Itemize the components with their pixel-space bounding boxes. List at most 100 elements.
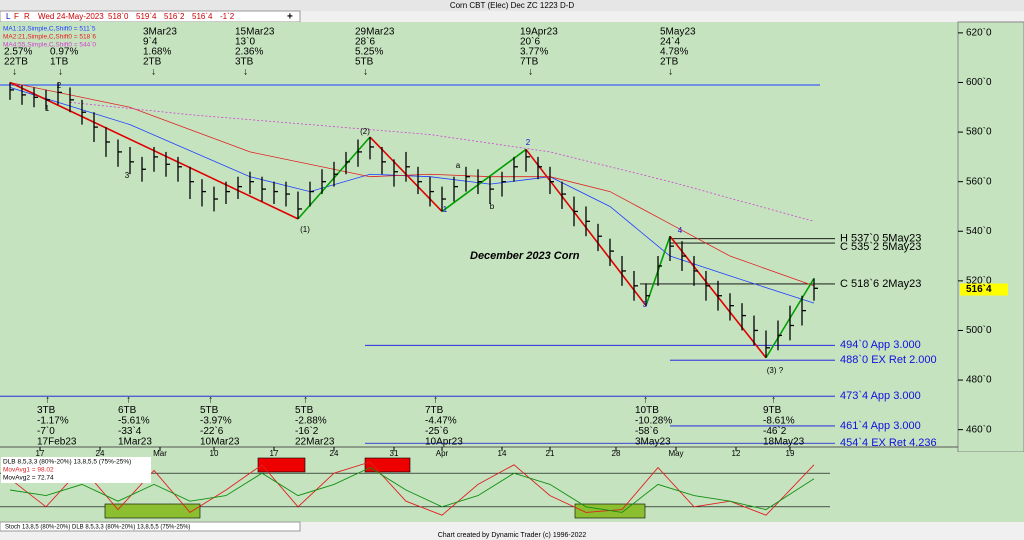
swing-annotation: ↓: [151, 67, 156, 78]
wave-label: b: [490, 202, 495, 211]
swing-annotation: 3Mar23: [143, 27, 177, 38]
plot-area: [0, 22, 958, 452]
swing-annotation: ↓: [528, 67, 533, 78]
quote-field: 516`4: [192, 12, 213, 21]
wave-label: 1: [443, 205, 448, 214]
swing-annotation: ↑: [303, 395, 308, 406]
swing-annotation: 5TB: [200, 405, 219, 416]
toolbar-button[interactable]: R: [24, 12, 30, 21]
swing-annotation: 2TB: [660, 57, 679, 68]
toolbar-button[interactable]: F: [14, 12, 19, 21]
swing-annotation: 2.57%: [4, 47, 32, 58]
x-tick-label: Apr: [436, 449, 449, 458]
swing-annotation: 28`6: [355, 36, 375, 48]
wave-label: 2: [57, 81, 62, 90]
y-tick-label: 500`0: [966, 324, 992, 336]
tab-bar: [0, 521, 301, 532]
wave-label: 4: [678, 226, 683, 235]
add-button[interactable]: +: [287, 12, 293, 23]
swing-annotation: -3.97%: [200, 416, 232, 427]
swing-annotation: 3May23: [635, 437, 671, 448]
swing-annotation: ↓: [58, 67, 63, 78]
title-bar: [0, 0, 1024, 11]
swing-annotation: 2.36%: [235, 47, 263, 58]
swing-annotation: 0.97%: [50, 47, 78, 58]
quote-field: Wed 24-May-2023: [38, 12, 104, 21]
swing-annotation: ↑: [126, 395, 131, 406]
moving-average: [9, 87, 815, 304]
x-tick-label: 19: [786, 449, 795, 458]
swing-annotation: 6TB: [118, 405, 137, 416]
swing-annotation: 29Mar23: [355, 27, 395, 38]
ma-legend: MA4:55,Simple,C,Shift0 = 544`0: [3, 42, 96, 49]
swing-annotation: 1.68%: [143, 47, 171, 58]
quote-field: -1`2: [220, 12, 235, 21]
signal-box: [257, 457, 306, 473]
swing-annotation: 5TB: [295, 405, 314, 416]
osc-legend: DLB 8,5,3,3 (80%-20%) 13,8,5,5 (75%-25%): [3, 459, 131, 466]
osc-line: [9, 467, 815, 513]
swing-annotation: 10Apr23: [425, 437, 463, 448]
swing-annotation: ↓: [12, 67, 17, 78]
wave-label: (2): [360, 127, 370, 136]
indicator-tab[interactable]: Stoch 13,8,5 (80%-20%): [5, 525, 70, 531]
swing-annotation: -33`4: [118, 425, 142, 437]
indicator-tab[interactable]: DLB 8,5,3,3 (80%-20%) 13,8,5,5 (75%-25%): [72, 525, 190, 531]
swing-annotation: 3TB: [235, 57, 254, 68]
swing-annotation: -7`0: [37, 425, 55, 437]
ma-legend: MA2:21,Simple,C,Shift0 = 518`6: [3, 34, 96, 41]
x-tick-label: 21: [546, 449, 555, 458]
wave-label: 1: [45, 104, 50, 113]
osc-line: [9, 461, 815, 516]
x-tick-label: Mar: [153, 449, 167, 458]
x-tick-label: 24: [330, 449, 339, 458]
x-tick-label: May: [668, 449, 683, 458]
swing-annotation: -22`6: [200, 425, 224, 437]
x-tick-label: 10: [210, 449, 219, 458]
wave-label: 3: [125, 171, 130, 180]
y-tick-label: 600`0: [966, 76, 992, 88]
signal-box: [364, 457, 411, 473]
level-label: C 535`2 5May23: [840, 241, 921, 253]
swing-annotation: -25`6: [425, 425, 449, 437]
swing-annotation: -5.61%: [118, 416, 150, 427]
swing-annotation: 24`4: [660, 36, 680, 48]
x-tick-label: 28: [612, 449, 621, 458]
x-tick-label: 31: [390, 449, 399, 458]
swing-annotation: -4.47%: [425, 416, 457, 427]
swing-annotation: ↓: [668, 67, 673, 78]
swing-annotation: 1TB: [50, 57, 69, 68]
level-label: H 537`0 5May23: [840, 233, 921, 245]
swing-annotation: 5May23: [660, 27, 696, 38]
quote-field: 519`4: [136, 12, 157, 21]
y-tick-label: 520`0: [966, 274, 992, 286]
osc-legend: MovAvg2 = 72.74: [3, 475, 54, 482]
pivot-line: [441, 148, 527, 213]
last-price-label: 516`4: [966, 284, 992, 295]
level-label: 454`4 EX Ret 4.236: [840, 437, 937, 449]
quote-field: 516`2: [164, 12, 185, 21]
signal-box: [104, 503, 201, 519]
swing-annotation: ↑: [208, 395, 213, 406]
last-price-box: [960, 283, 1008, 296]
wave-label: 2: [526, 138, 531, 147]
y-tick-label: 560`0: [966, 175, 992, 187]
y-tick-label: 480`0: [966, 374, 992, 386]
swing-annotation: -10.28%: [635, 416, 672, 427]
swing-annotation: 5TB: [355, 57, 374, 68]
y-tick-label: 460`0: [966, 423, 992, 435]
swing-annotation: 7TB: [425, 405, 444, 416]
swing-annotation: 10Mar23: [200, 437, 240, 448]
swing-annotation: 2TB: [143, 57, 162, 68]
swing-annotation: -58`6: [635, 425, 659, 437]
swing-annotation: 7TB: [520, 57, 539, 68]
toolbar-button[interactable]: L: [6, 12, 11, 21]
y-tick-label: 540`0: [966, 225, 992, 237]
swing-annotation: ↓: [363, 67, 368, 78]
swing-annotation: 17Feb23: [37, 437, 77, 448]
quote-field: 518`0: [108, 12, 129, 21]
swing-annotation: 3.77%: [520, 47, 548, 58]
swing-annotation: ↑: [45, 395, 50, 406]
swing-annotation: 18May23: [763, 437, 805, 448]
